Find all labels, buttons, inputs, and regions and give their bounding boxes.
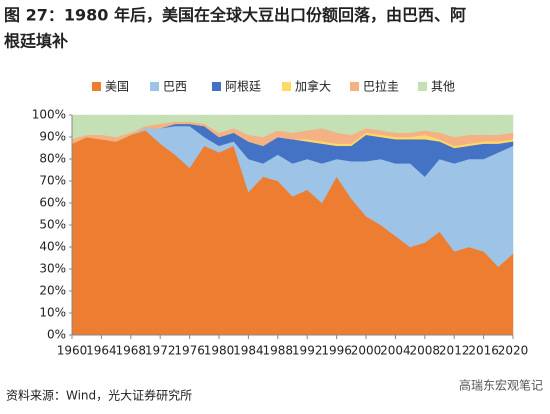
y-tick-label: 70% [39,174,66,188]
y-tick-label: 80% [39,152,66,166]
legend-label: 巴西 [163,80,187,94]
x-tick-label: 1984 [233,344,264,358]
y-tick-label: 30% [39,262,66,276]
legend-swatch [92,82,101,91]
legend-label: 加拿大 [295,79,331,94]
x-tick-label: 1972 [145,344,176,358]
x-tick-label: 1960 [57,344,88,358]
y-tick-label: 10% [39,306,66,320]
x-tick-label: 1980 [204,344,235,358]
y-tick-label: 50% [39,218,66,232]
x-tick-label: 1964 [86,344,117,358]
legend-label: 其他 [431,80,455,94]
legend-swatch [418,82,427,91]
legend-swatch [350,82,359,91]
area [71,114,514,140]
legend-label: 阿根廷 [225,80,261,94]
y-tick-label: 60% [39,196,66,210]
legend-swatch [150,82,159,91]
x-tick-label: 2012 [439,344,470,358]
y-tick-label: 90% [39,130,66,144]
y-tick-label: 100% [32,108,66,122]
x-tick-label: 1968 [116,344,147,358]
y-tick-label: 20% [39,284,66,298]
x-tick-label: 1996 [321,344,352,358]
x-tick-label: 1992 [292,344,323,358]
source: 资料来源：Wind，光大证券研究所 [6,388,192,403]
chart-title: 图 27：1980 年后，美国在全球大豆出口份额回落，由巴西、阿 [4,6,466,25]
x-tick-label: 2016 [468,344,499,358]
x-tick-label: 2004 [380,344,411,358]
x-tick-label: 2000 [351,344,382,358]
legend-label: 美国 [105,80,129,94]
legend-swatch [282,82,291,91]
x-tick-label: 2020 [498,344,529,358]
legend-label: 巴拉圭 [363,79,399,94]
y-tick-label: 40% [39,240,66,254]
x-tick-label: 1976 [174,344,205,358]
y-tick-label: 0% [47,328,66,342]
chart-title: 根廷填补 [4,32,68,51]
legend-swatch [212,82,221,91]
x-tick-label: 1988 [263,344,294,358]
x-tick-label: 2008 [410,344,441,358]
watermark: 高瑞东宏观笔记 [459,378,543,393]
